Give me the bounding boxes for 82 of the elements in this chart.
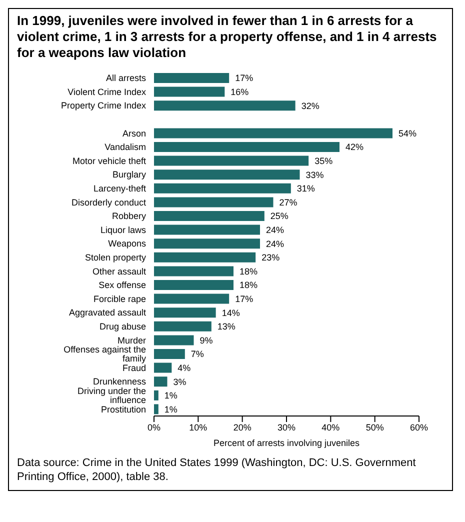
bar [154, 308, 216, 318]
bar [154, 224, 260, 235]
y-tick-label: Violent Crime Index [68, 86, 146, 97]
y-tick-label: Driving under the influence [77, 386, 146, 405]
bar [154, 100, 296, 111]
y-tick-label: Arson [122, 128, 146, 138]
bar [154, 294, 230, 304]
data-label: 17% [235, 73, 254, 84]
y-tick-label: Drunkenness [92, 376, 146, 387]
x-tick-label: 0% [147, 422, 161, 432]
data-label: 32% [301, 100, 320, 111]
y-tick-label: Forcible rape [93, 294, 146, 304]
data-label: 1% [164, 404, 178, 414]
bar [154, 280, 234, 290]
y-tick-label: Motor vehicle theft [72, 156, 146, 166]
bar [154, 238, 260, 249]
y-tick-label: Aggravated assault [68, 308, 146, 318]
x-tick-label: 30% [277, 422, 296, 432]
bar [154, 390, 158, 400]
bar [154, 321, 212, 332]
y-tick-label: Drug abuse [99, 321, 146, 332]
data-label: 16% [230, 86, 249, 97]
bar [154, 156, 309, 166]
x-tick-label: 10% [189, 422, 208, 432]
y-tick-label: Other assault [92, 266, 146, 276]
chart-title: In 1999, juveniles were involved in fewer than 1 in 6 arrests for a violent crime, 1 in 3 arrests for a property offense, and 1 in 4 arrests for a weapons law violation [16, 13, 438, 62]
y-tick-label: Stolen property [84, 252, 146, 262]
bar [154, 252, 256, 262]
bar [154, 349, 185, 359]
bar [154, 376, 168, 387]
data-label: 3% [173, 376, 186, 387]
data-label: 42% [346, 142, 364, 152]
y-tick-label: Burglary [112, 170, 146, 180]
data-label: 24% [266, 224, 284, 235]
data-label: 7% [190, 349, 204, 360]
y-tick-label: Robbery [112, 211, 146, 222]
data-label: 14% [222, 308, 240, 318]
data-label: 1% [164, 390, 178, 401]
data-label: 13% [217, 322, 236, 332]
y-tick-label: All arrests [106, 73, 146, 84]
data-label: 35% [314, 156, 333, 166]
data-label: 33% [306, 170, 324, 180]
y-tick-label: Sex offense [98, 280, 146, 290]
y-tick-label: Liquor laws [100, 224, 146, 235]
bar [154, 170, 300, 180]
x-axis-title: Percent of arrests involving juveniles [213, 438, 360, 448]
x-tick-label: 50% [366, 422, 384, 432]
y-tick-label: Weapons [108, 238, 146, 249]
data-label: 18% [240, 266, 258, 276]
data-label: 17% [235, 294, 254, 304]
bar [154, 183, 291, 194]
x-tick-label: 40% [322, 422, 340, 432]
y-tick-label: Disorderly conduct [71, 197, 146, 208]
bar [154, 404, 158, 414]
y-tick-label: Murder [117, 335, 146, 346]
y-tick-label: Larceny-theft [93, 183, 146, 194]
data-label: 27% [279, 197, 298, 208]
data-label: 23% [262, 252, 280, 263]
y-tick-label: Vandalism [104, 142, 146, 152]
data-label: 31% [296, 184, 315, 194]
data-label: 18% [240, 280, 258, 290]
source-note: Data source: Crime in the United States 1999 (Washington, DC: U.S. Government Printing Office, 2000), table 38. [16, 456, 417, 484]
bar [154, 86, 225, 97]
bar [154, 211, 264, 221]
bar [154, 128, 392, 138]
bar [154, 335, 194, 346]
bar [154, 73, 230, 83]
y-tick-label: Offenses against the family [64, 344, 146, 364]
y-tick-label: Prostitution [100, 404, 146, 414]
data-label: 24% [266, 238, 284, 249]
bar [154, 362, 172, 373]
bar [154, 266, 234, 276]
data-label: 25% [270, 211, 288, 222]
y-tick-label: Property Crime Index [60, 100, 146, 111]
x-tick-label: 60% [410, 422, 428, 432]
data-label: 9% [200, 335, 213, 346]
y-tick-label: Fraud [122, 362, 146, 373]
data-label: 4% [178, 362, 191, 373]
data-label: 54% [398, 128, 417, 138]
bar [154, 197, 274, 208]
x-tick-label: 20% [233, 422, 252, 432]
bar [154, 142, 340, 152]
